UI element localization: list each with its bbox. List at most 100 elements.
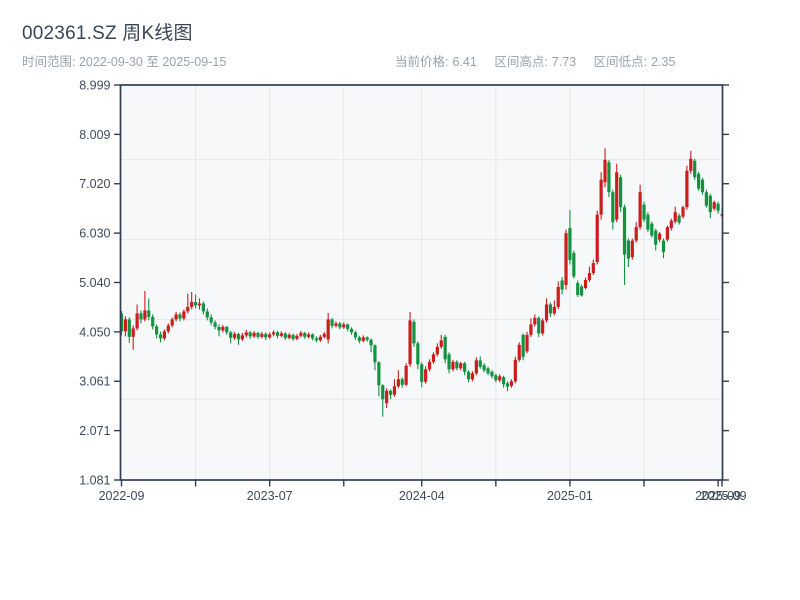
date-range-text: 时间范围: 2022-09-30 至 2025-09-15 xyxy=(22,55,227,69)
y-tick-label: 1.081 xyxy=(79,474,110,488)
candle-body xyxy=(463,363,467,372)
y-tick-label: 6.030 xyxy=(79,227,110,241)
candle-body xyxy=(357,337,361,341)
candle-body xyxy=(533,317,537,325)
candle-body xyxy=(388,390,393,395)
candle-body xyxy=(704,192,709,206)
candle-body xyxy=(158,334,163,339)
candle-body xyxy=(162,331,166,339)
candle-body xyxy=(291,334,295,339)
range-high-stat: 区间高点: 7.73 xyxy=(494,55,576,69)
candle-body xyxy=(697,173,701,189)
candle-body xyxy=(521,334,525,357)
candle-body xyxy=(654,230,658,245)
candle-body xyxy=(716,203,720,211)
candle-body xyxy=(580,286,584,296)
candle-body xyxy=(525,334,529,352)
range-low-value: 2.35 xyxy=(651,55,676,69)
candle-body xyxy=(221,326,225,331)
x-tick-label: 2022-09 xyxy=(99,489,145,503)
candle-body xyxy=(178,314,182,319)
y-tick-label: 2.071 xyxy=(79,424,110,438)
candle-body xyxy=(213,322,217,327)
y-tick-label: 7.020 xyxy=(79,177,110,191)
candle-body xyxy=(443,336,447,360)
candle-body xyxy=(619,177,623,208)
candle-body xyxy=(466,371,471,380)
y-tick-label: 3.061 xyxy=(79,375,110,389)
candle-body xyxy=(170,319,174,326)
candle-body xyxy=(404,365,408,385)
price-stats: 当前价格: 6.41 区间高点: 7.73 区间低点: 2.35 xyxy=(395,51,689,70)
candle-body xyxy=(583,280,588,288)
candle-body xyxy=(700,179,705,193)
candle-body xyxy=(611,192,615,223)
candle-body xyxy=(396,379,400,387)
candle-body xyxy=(283,333,287,338)
candle-body xyxy=(505,383,510,387)
candle-body xyxy=(264,333,268,338)
y-tick-label: 8.999 xyxy=(79,79,110,93)
candle-body xyxy=(217,326,221,331)
candle-body xyxy=(537,317,541,334)
candle-body xyxy=(490,371,494,377)
candle-body xyxy=(447,354,451,370)
candle-body xyxy=(268,334,272,338)
candle-body xyxy=(455,361,459,369)
candle-body xyxy=(143,310,147,320)
x-tick-label: 2025-01 xyxy=(547,489,593,503)
candle-body xyxy=(568,228,572,261)
candle-body xyxy=(576,282,580,295)
candle-body xyxy=(544,304,549,321)
candle-body xyxy=(174,314,178,320)
candle-body xyxy=(248,332,252,337)
candle-body xyxy=(424,369,428,382)
candle-body xyxy=(154,326,159,335)
candle-body xyxy=(318,336,322,341)
x-tick-label: 2025-09 xyxy=(695,489,741,503)
candle-body xyxy=(225,326,229,333)
candle-body xyxy=(494,375,498,381)
current-price-stat: 当前价格: 6.41 xyxy=(395,55,477,69)
candle-body xyxy=(646,214,650,230)
candle-body xyxy=(548,304,553,314)
candle-body xyxy=(470,373,475,380)
current-price-label: 当前价格: xyxy=(395,55,449,69)
candle-body xyxy=(303,332,307,337)
kline-chart-svg: 8.999 8.009 7.020 6.030 5.040 4.050 3.061 2.071… xyxy=(79,79,747,504)
candle-body xyxy=(151,316,155,327)
candle-body xyxy=(299,332,303,336)
candle-body xyxy=(295,335,299,339)
candle-body xyxy=(365,337,369,340)
candle-body xyxy=(349,328,354,333)
candle-body xyxy=(556,286,560,307)
candle-body xyxy=(322,333,326,337)
candle-body xyxy=(119,313,124,332)
candle-body xyxy=(431,354,436,362)
range-high-label: 区间高点: xyxy=(494,55,548,69)
candle-body xyxy=(708,195,712,213)
candle-body xyxy=(595,214,599,263)
candle-body xyxy=(451,361,455,370)
candle-body xyxy=(412,321,416,344)
candle-body xyxy=(147,310,151,317)
candle-body xyxy=(603,159,607,183)
candle-body xyxy=(193,301,198,306)
candle-body xyxy=(166,325,170,332)
range-high-value: 7.73 xyxy=(551,55,577,69)
candle-body xyxy=(572,253,576,277)
candle-body xyxy=(326,319,330,340)
candle-body xyxy=(650,223,654,236)
candle-body xyxy=(182,311,186,319)
candle-body xyxy=(607,162,611,193)
candle-body xyxy=(346,324,350,329)
candle-body xyxy=(240,335,244,340)
x-tick-label-overlap: 2025-09 xyxy=(701,489,747,503)
candle-body xyxy=(712,202,716,209)
candle-body xyxy=(334,323,338,326)
current-price-value: 6.41 xyxy=(452,55,477,69)
candle-body xyxy=(408,320,412,365)
candle-body xyxy=(482,365,486,371)
candle-body xyxy=(587,273,592,281)
candle-body xyxy=(665,227,670,240)
